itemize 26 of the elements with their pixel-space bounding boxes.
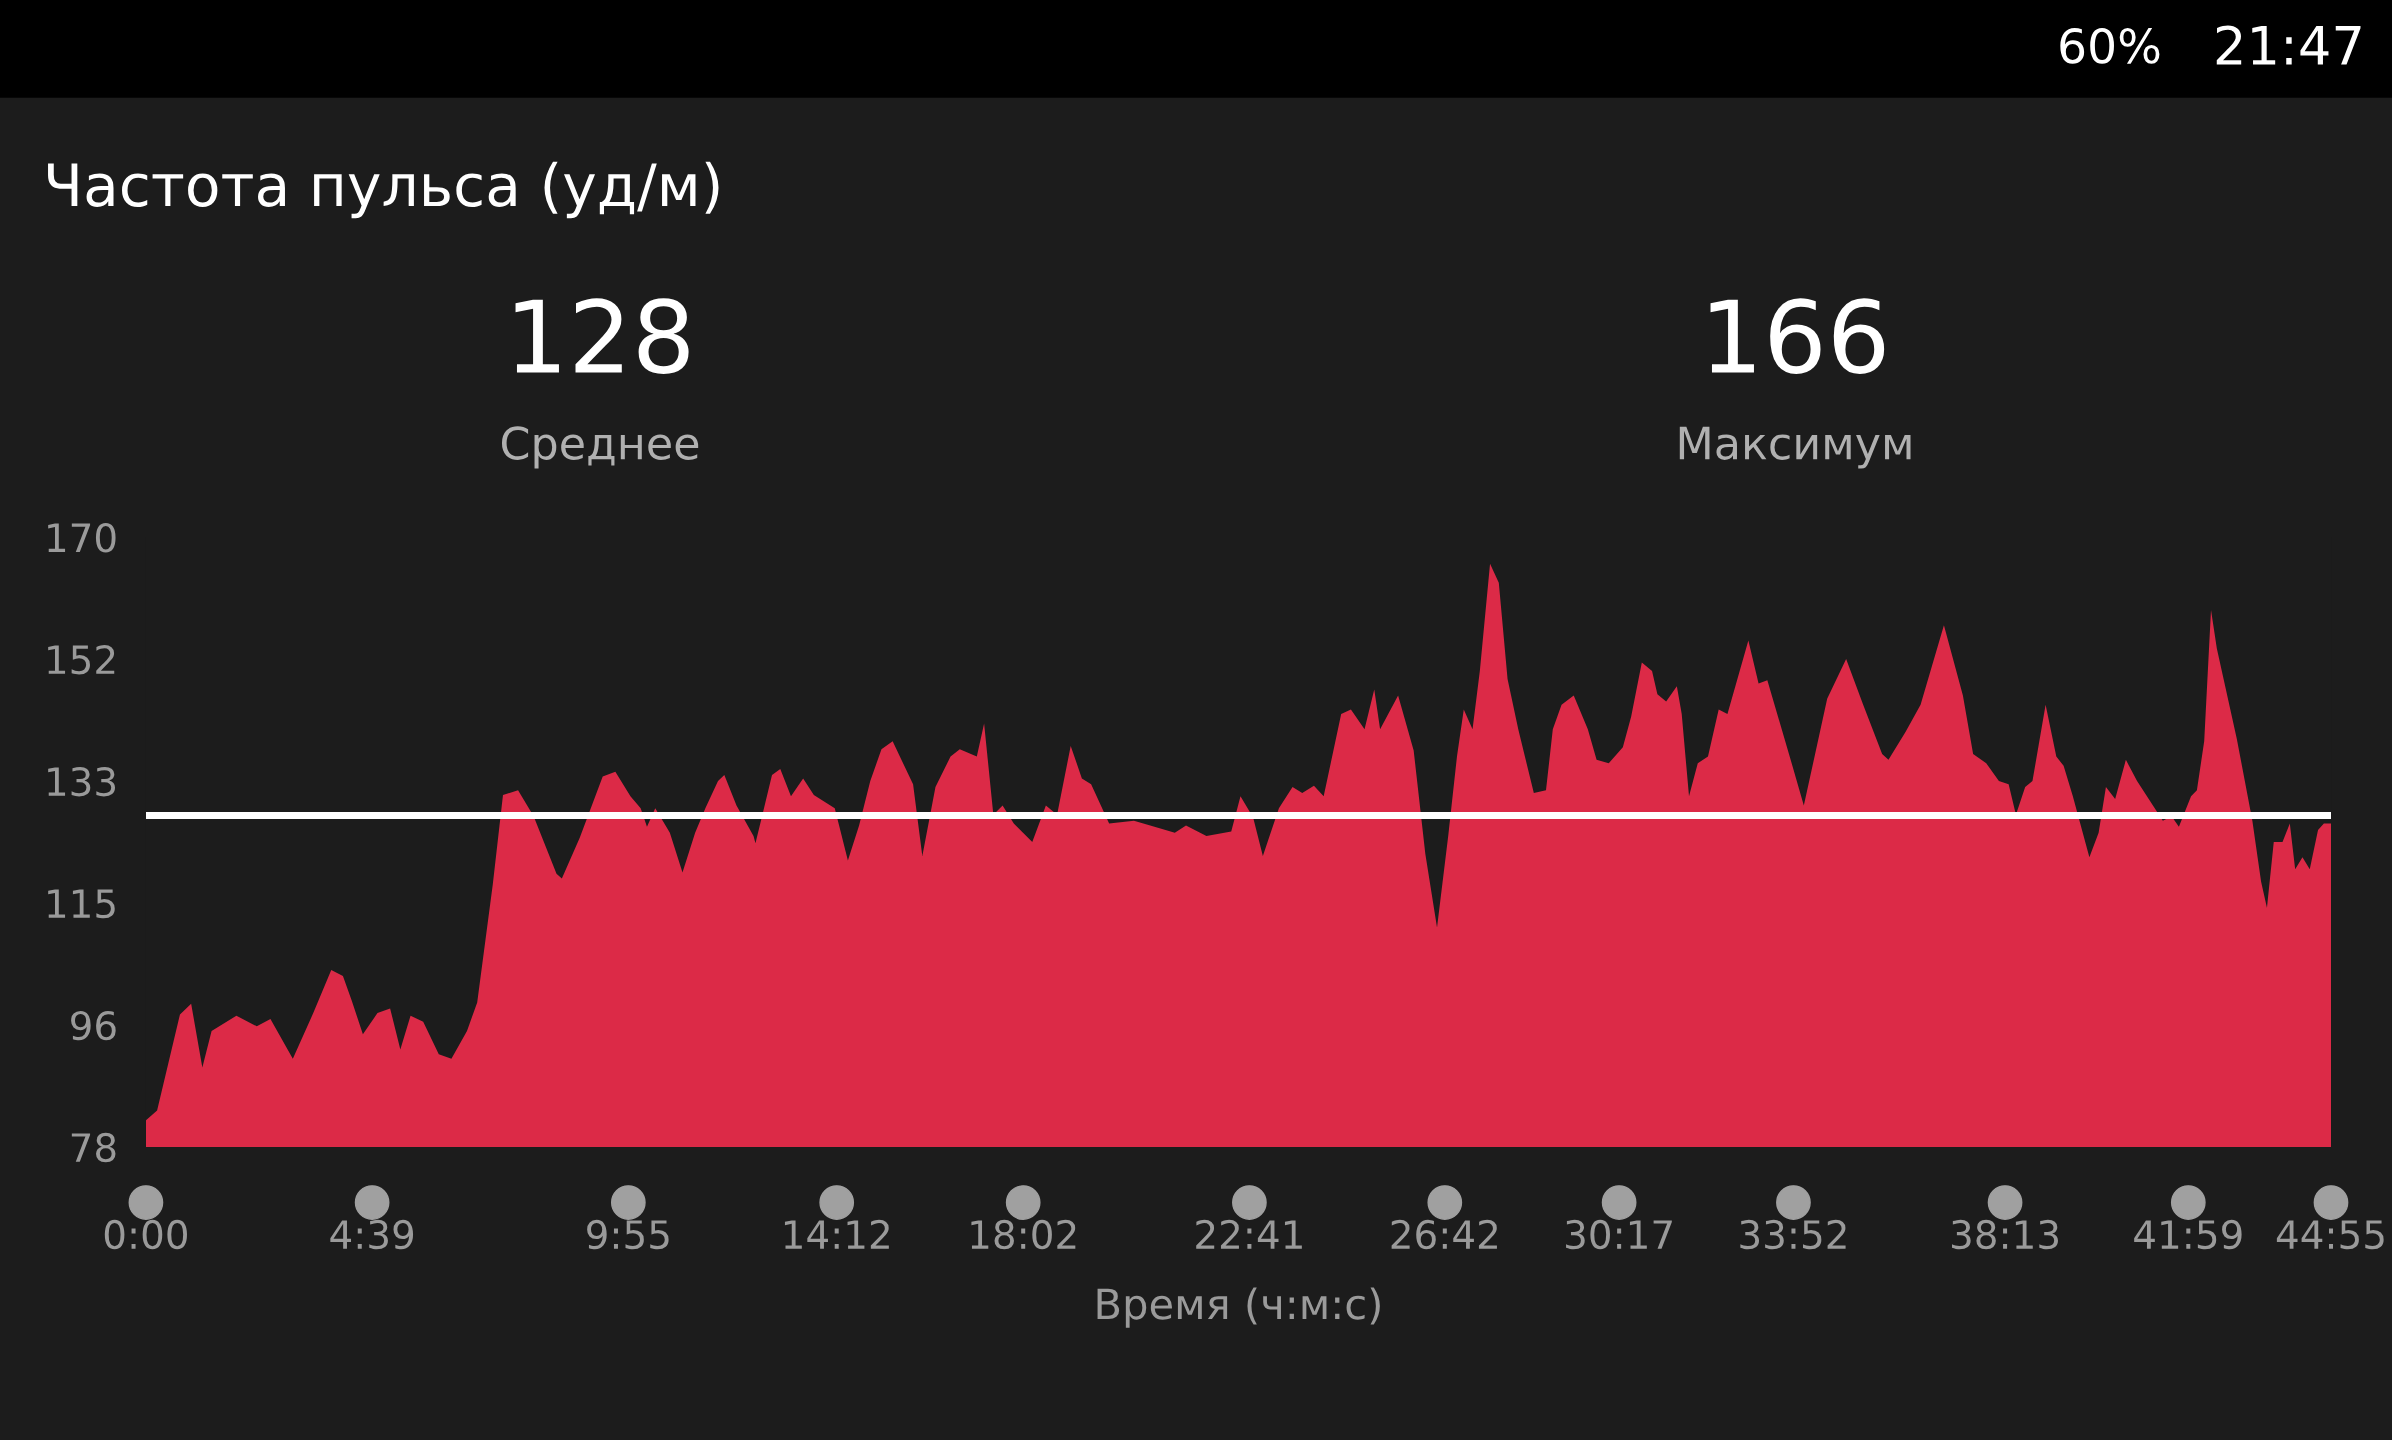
y-tick-label: 133 xyxy=(48,766,116,797)
text: Максимум xyxy=(1679,426,1911,469)
y-tick-label: 170 xyxy=(48,523,116,553)
x-tick-label: 26:42 xyxy=(1391,1219,1497,1250)
x-tick-label: 30:17 xyxy=(1566,1219,1672,1250)
x-tick-label: 9:55 xyxy=(587,1219,669,1250)
y-tick-label: 78 xyxy=(71,1132,116,1163)
x-tick-label: 0:00 xyxy=(104,1219,187,1250)
text: Среднее xyxy=(501,426,699,469)
chart-title: Частота пульса (уд/м) xyxy=(48,161,719,219)
x-tick-label: 38:13 xyxy=(1951,1219,2058,1250)
y-tick-label: 96 xyxy=(71,1010,116,1041)
x-tick-label: 14:12 xyxy=(784,1219,889,1249)
x-tick-label: 22:41 xyxy=(1196,1219,1302,1249)
text: 166 xyxy=(1710,298,1885,375)
x-tick-label: 33:52 xyxy=(1740,1219,1846,1250)
x-tick-label: 4:39 xyxy=(330,1219,414,1250)
x-tick-label: 18:02 xyxy=(971,1219,1076,1250)
text: 21:47 xyxy=(2216,25,2361,65)
y-tick-label: 152 xyxy=(48,645,115,675)
text: 60% xyxy=(2060,27,2160,64)
x-tick-label: 44:55 xyxy=(2276,1220,2384,1250)
x-tick-label: 41:59 xyxy=(2134,1219,2242,1250)
y-tick-label: 115 xyxy=(48,889,115,919)
x-axis-title: Время (ч:м:с) xyxy=(1097,1287,1380,1328)
text: 128 xyxy=(515,298,689,375)
